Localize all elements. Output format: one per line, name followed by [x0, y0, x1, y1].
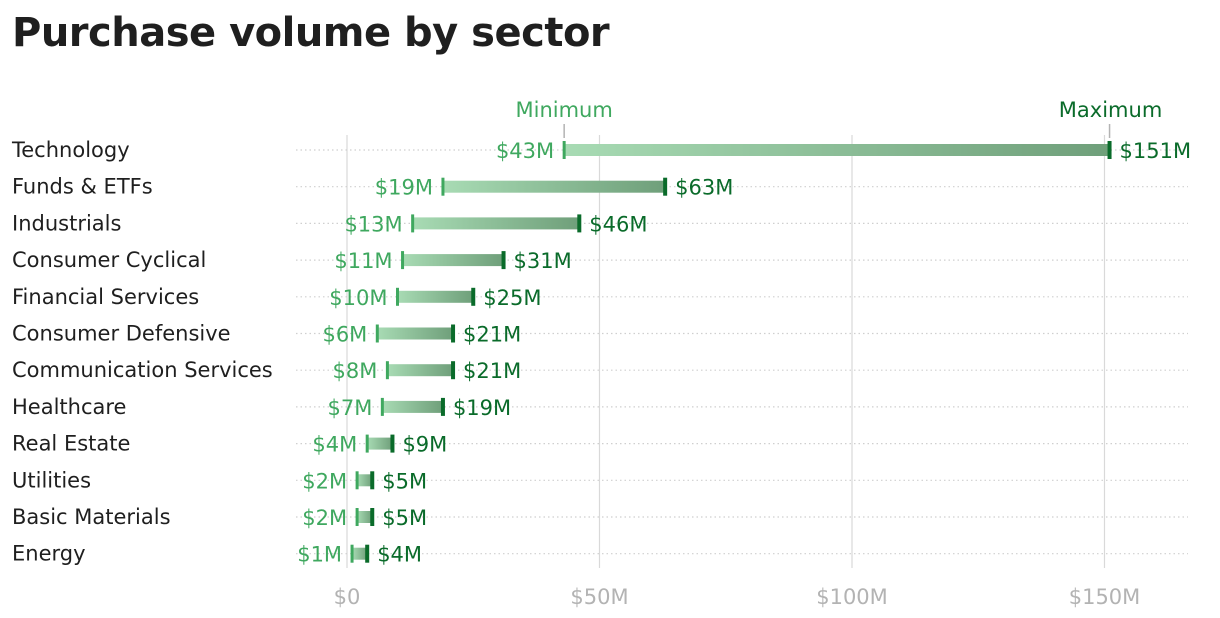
range-bar	[352, 547, 368, 560]
chart-title: Purchase volume by sector	[12, 10, 610, 56]
legend-min-label: Minimum	[515, 98, 612, 122]
min-marker	[562, 141, 566, 159]
legend-max-label: Maximum	[1059, 98, 1162, 122]
min-marker	[355, 471, 359, 490]
category-label: Funds & ETFs	[12, 175, 153, 199]
max-marker	[365, 544, 370, 563]
max-value-label: $4M	[377, 543, 422, 567]
max-value-label: $21M	[463, 359, 521, 383]
min-value-label: $8M	[333, 359, 378, 383]
min-value-label: $11M	[334, 249, 392, 273]
category-label: Healthcare	[12, 395, 126, 419]
category-label: Industrials	[12, 211, 121, 235]
min-value-label: $2M	[302, 506, 347, 530]
max-marker	[440, 397, 445, 416]
x-tick-label: $0	[334, 585, 361, 609]
max-value-label: $151M	[1120, 139, 1192, 163]
x-tick-label: $100M	[816, 585, 888, 609]
min-marker	[365, 434, 369, 453]
max-marker	[370, 471, 375, 490]
grid-layer	[346, 135, 1106, 568]
range-bar	[377, 327, 454, 340]
min-marker	[380, 397, 384, 416]
max-value-label: $19M	[453, 396, 511, 420]
range-bar	[397, 290, 474, 303]
category-label: Technology	[11, 138, 130, 162]
range-bar	[564, 144, 1110, 156]
min-marker	[385, 361, 389, 380]
max-value-label: $5M	[382, 469, 427, 493]
max-value-label: $31M	[514, 249, 572, 273]
max-marker	[577, 214, 582, 233]
x-axis: $0 $50M $100M $150M	[334, 585, 1141, 609]
min-marker	[441, 177, 445, 196]
max-marker	[451, 361, 456, 380]
legend-layer: Minimum Maximum	[515, 98, 1162, 138]
min-marker	[401, 251, 405, 270]
min-marker	[396, 287, 399, 306]
range-bar	[357, 474, 373, 487]
category-label: Energy	[12, 542, 86, 566]
category-label: Utilities	[12, 468, 91, 492]
range-bar	[402, 254, 504, 267]
min-value-label: $6M	[322, 323, 367, 347]
category-label: Consumer Cyclical	[12, 248, 206, 272]
x-tick-label: $50M	[570, 585, 628, 609]
range-bar	[387, 364, 454, 377]
max-marker	[663, 177, 668, 196]
min-value-label: $1M	[297, 543, 342, 567]
category-label: Communication Services	[12, 358, 273, 382]
category-label: Consumer Defensive	[12, 322, 231, 346]
min-value-label: $4M	[312, 433, 357, 457]
min-value-label: $43M	[496, 139, 554, 163]
range-bar	[367, 437, 393, 450]
range-bar	[412, 217, 580, 230]
max-marker	[451, 324, 456, 343]
range-bar	[382, 400, 443, 413]
max-marker	[1107, 141, 1112, 159]
max-marker	[370, 508, 375, 526]
min-value-label: $10M	[329, 286, 387, 310]
min-marker	[375, 324, 379, 343]
range-bar	[357, 511, 373, 523]
max-marker	[501, 251, 506, 270]
range-bar	[442, 180, 666, 193]
x-tick-label: $150M	[1069, 585, 1141, 609]
max-value-label: $9M	[402, 433, 447, 457]
category-label: Basic Materials	[12, 505, 171, 529]
max-value-label: $25M	[483, 286, 541, 310]
category-label: Financial Services	[12, 285, 199, 309]
min-value-label: $7M	[328, 396, 373, 420]
max-value-label: $63M	[675, 176, 733, 200]
min-value-label: $19M	[375, 176, 433, 200]
max-marker	[390, 434, 395, 453]
category-label: Real Estate	[12, 432, 130, 456]
max-value-label: $21M	[463, 323, 521, 347]
min-marker	[355, 508, 359, 526]
row-layer: Technology $43M $151M Funds & ETFs $19M $63M I…	[11, 138, 1191, 567]
min-marker	[411, 214, 415, 233]
max-value-label: $46M	[589, 212, 647, 236]
max-marker	[471, 287, 476, 306]
max-value-label: $5M	[382, 506, 427, 530]
min-value-label: $2M	[302, 469, 347, 493]
min-value-label: $13M	[344, 212, 402, 236]
min-marker	[350, 544, 354, 563]
